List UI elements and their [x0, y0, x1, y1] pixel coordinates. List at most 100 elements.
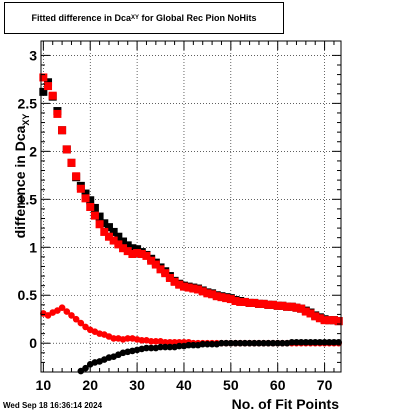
data-point-square — [297, 304, 306, 313]
data-point-square — [39, 73, 48, 82]
data-point-circle — [166, 338, 174, 346]
data-point-circle — [68, 312, 75, 319]
data-point-square — [175, 280, 184, 289]
data-point-square — [203, 289, 212, 298]
data-point-square — [109, 236, 118, 245]
data-point-circle — [72, 315, 80, 323]
data-point-circle — [161, 338, 169, 346]
data-point-circle — [204, 340, 211, 348]
data-point-square — [114, 240, 123, 249]
data-point-circle — [288, 338, 296, 346]
data-point-circle — [147, 337, 155, 345]
data-point-circle — [222, 339, 230, 347]
data-point-square — [254, 299, 263, 308]
data-point-square — [329, 316, 338, 325]
data-point-square — [315, 314, 324, 323]
x-tick-label: 70 — [317, 377, 333, 393]
data-point-square — [231, 297, 240, 306]
x-axis-label: No. of Fit Points — [231, 396, 339, 412]
title-rest: for Global Rec Pion NoHits — [139, 13, 257, 23]
data-point-circle — [161, 343, 169, 351]
data-point-square — [320, 316, 329, 325]
y-tick-label: 1.5 — [18, 191, 38, 207]
data-point-square — [86, 196, 95, 205]
data-point-square — [86, 202, 95, 211]
data-point-square — [109, 227, 118, 236]
x-tick-label: 60 — [270, 377, 286, 393]
data-point-square — [128, 244, 137, 253]
data-point-circle — [311, 338, 319, 346]
data-point-square — [72, 172, 81, 181]
plot-frame — [40, 40, 342, 373]
data-point-square — [123, 247, 132, 256]
data-point-circle — [307, 338, 314, 346]
y-tick-label: 3 — [29, 47, 37, 63]
data-point-square — [133, 249, 142, 258]
data-point-square — [189, 284, 198, 293]
data-point-square — [170, 277, 179, 286]
data-point-circle — [82, 364, 89, 372]
data-point-circle — [241, 339, 249, 347]
data-point-circle — [293, 338, 300, 346]
x-tick-label: 10 — [36, 377, 52, 393]
data-point-square — [194, 285, 203, 294]
data-point-circle — [250, 339, 258, 347]
data-point-circle — [255, 339, 263, 347]
axis-ticks: 10 20 30 40 50 60 70 0 0.5 1 1.5 2 2.5 3 — [18, 41, 341, 393]
chart-title: Fitted difference in Dca XY for Global Re… — [4, 2, 284, 34]
data-point-circle — [302, 338, 310, 346]
y-tick-label: 0.5 — [18, 287, 38, 303]
data-point-square — [236, 297, 245, 306]
x-tick-label: 40 — [176, 377, 192, 393]
y-axis-label-main: difference in Dca — [12, 125, 28, 239]
data-point-circle — [58, 304, 66, 312]
data-point-circle — [227, 339, 235, 347]
data-point-square — [104, 223, 113, 232]
data-point-square — [269, 300, 278, 309]
data-point-square — [58, 126, 67, 135]
data-point-square — [114, 232, 123, 241]
data-point-circle — [152, 337, 160, 345]
data-point-square — [212, 292, 221, 301]
data-point-circle — [175, 342, 183, 350]
data-point-circle — [147, 344, 155, 352]
y-axis-label-sub: XY — [20, 113, 31, 126]
data-point-circle — [232, 339, 239, 347]
title-main: Fitted difference in Dca — [31, 13, 131, 23]
data-point-square — [100, 227, 109, 236]
data-point-square — [301, 307, 310, 316]
data-point-circle — [325, 338, 333, 346]
data-point-square — [184, 283, 193, 292]
data-point-square — [44, 82, 53, 91]
data-point-circle — [246, 339, 253, 347]
title-sub: XY — [131, 15, 140, 21]
data-point-square — [53, 109, 62, 118]
y-axis-label: difference in DcaXY — [12, 86, 32, 266]
y-tick-label: 2 — [29, 143, 37, 159]
y-tick-label: 0 — [29, 335, 37, 351]
data-point-square — [217, 293, 226, 302]
data-point-circle — [171, 338, 178, 346]
data-point-circle — [63, 308, 71, 315]
data-point-square — [151, 260, 160, 269]
timestamp: Wed Sep 18 16:36:14 2024 — [3, 401, 103, 410]
data-point-square — [325, 316, 334, 325]
data-point-square — [156, 265, 165, 274]
data-point-circle — [297, 338, 305, 346]
data-point-square — [306, 309, 315, 318]
data-point-square — [90, 211, 99, 220]
data-point-square — [137, 249, 146, 258]
data-point-circle — [269, 339, 277, 347]
data-points — [39, 73, 343, 375]
data-point-square — [100, 219, 109, 228]
data-point-circle — [185, 341, 192, 349]
data-point-circle — [265, 339, 272, 347]
data-point-square — [165, 273, 174, 282]
data-point-square — [283, 302, 292, 311]
data-point-circle — [138, 337, 146, 344]
data-point-square — [76, 184, 85, 193]
data-point-circle — [316, 338, 324, 346]
data-point-square — [250, 298, 259, 307]
data-point-square — [95, 220, 104, 229]
